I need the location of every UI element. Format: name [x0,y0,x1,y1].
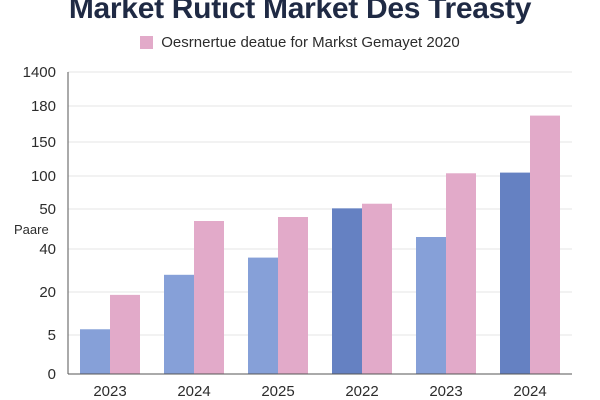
x-tick-label: 2024 [513,383,546,400]
y-tick-label: 150 [31,134,56,151]
y-tick-label: 5 [48,327,56,344]
bar-series-1 [164,274,194,374]
bar-series-2 [530,115,560,374]
x-tick-label: 2023 [429,383,462,400]
bar-series-1 [416,237,446,374]
y-tick-label: 40 [39,241,56,258]
legend-swatch [140,36,154,49]
x-tick-label: 2023 [93,383,126,400]
bar-series-1 [80,329,110,374]
x-tick-label: 2022 [345,383,378,400]
x-tick-label: 2025 [261,383,294,400]
bar-series-1 [500,172,530,374]
legend-label: Oesrnertue deatue for Markst Gemayet 202… [161,34,460,51]
bar-series-2 [362,203,392,374]
y-axis-label: Paare [14,222,49,237]
bar-series-2 [110,294,140,374]
bar-series-2 [446,173,476,374]
y-tick-label: 0 [48,366,56,383]
chart-title: Market Rutict Market Des Treasty [68,0,532,25]
bar-series-1 [248,257,278,374]
bar-series-2 [194,221,224,374]
y-tick-label: 180 [31,98,56,115]
y-tick-label: 50 [39,201,56,218]
bar-series-1 [332,208,362,374]
x-tick-label: 2024 [177,383,210,400]
y-tick-label: 1400 [23,64,56,81]
bar-series-2 [278,217,308,374]
y-tick-label: 100 [31,168,56,185]
legend: Oesrnertue deatue for Markst Gemayet 202… [0,34,600,51]
y-tick-label: 20 [39,284,56,301]
